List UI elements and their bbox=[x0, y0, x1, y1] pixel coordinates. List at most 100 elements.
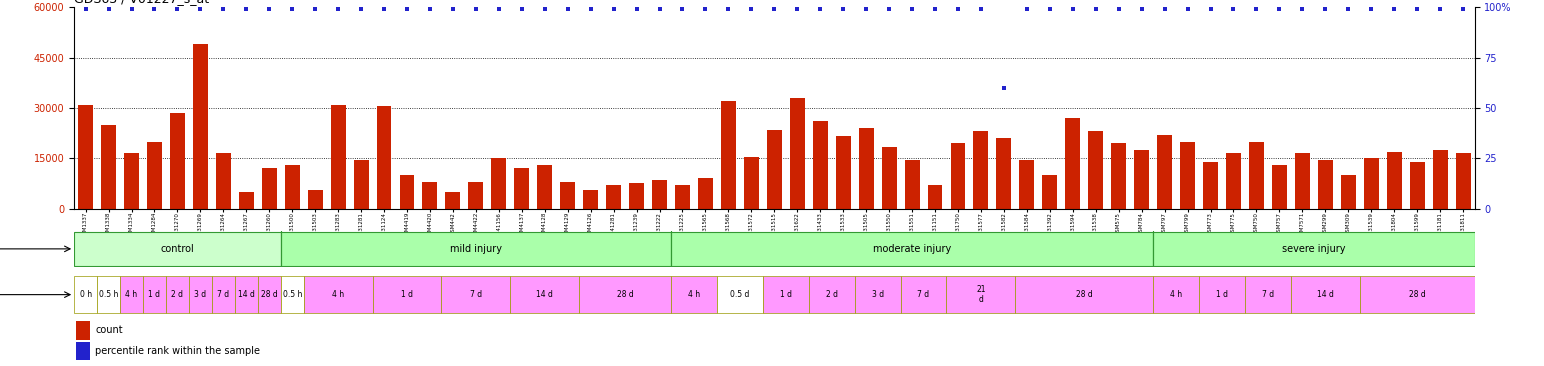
Text: GDS63 / V01227_s_at: GDS63 / V01227_s_at bbox=[74, 0, 210, 5]
Bar bbox=[491, 158, 506, 209]
Bar bbox=[1295, 153, 1309, 209]
Bar bbox=[1112, 143, 1126, 209]
Text: 3 d: 3 d bbox=[195, 290, 207, 299]
Point bbox=[486, 6, 511, 12]
Bar bbox=[900, 276, 946, 313]
Bar bbox=[235, 276, 258, 313]
Bar bbox=[446, 192, 460, 209]
Point bbox=[670, 6, 695, 12]
Text: 7 d: 7 d bbox=[469, 290, 482, 299]
Bar bbox=[307, 190, 323, 209]
Bar bbox=[882, 146, 897, 209]
Text: 0.5 h: 0.5 h bbox=[99, 290, 119, 299]
Point bbox=[119, 6, 144, 12]
Text: mild injury: mild injury bbox=[449, 244, 502, 254]
Bar bbox=[170, 113, 185, 209]
Point bbox=[303, 6, 327, 12]
Text: severe injury: severe injury bbox=[1282, 244, 1345, 254]
Bar bbox=[905, 160, 920, 209]
Bar bbox=[468, 182, 483, 209]
Bar bbox=[79, 105, 93, 209]
Point bbox=[1129, 6, 1153, 12]
Point bbox=[808, 6, 832, 12]
Bar bbox=[1340, 175, 1356, 209]
Bar bbox=[442, 276, 511, 313]
Point bbox=[831, 6, 855, 12]
Bar bbox=[1016, 276, 1153, 313]
Bar bbox=[100, 125, 116, 209]
Bar bbox=[262, 168, 276, 209]
Point bbox=[96, 6, 120, 12]
Bar bbox=[672, 232, 1153, 266]
Point bbox=[1014, 6, 1039, 12]
Point bbox=[1221, 6, 1246, 12]
Text: 28 d: 28 d bbox=[616, 290, 633, 299]
Bar bbox=[372, 276, 442, 313]
Bar bbox=[560, 182, 576, 209]
Bar bbox=[652, 180, 667, 209]
Bar bbox=[76, 342, 90, 360]
Bar bbox=[1203, 162, 1218, 209]
Point bbox=[395, 6, 420, 12]
Point bbox=[417, 6, 442, 12]
Text: 28 d: 28 d bbox=[1408, 290, 1425, 299]
Bar bbox=[165, 276, 188, 313]
Point bbox=[142, 6, 167, 12]
Point bbox=[601, 6, 625, 12]
Text: 28 d: 28 d bbox=[1076, 290, 1093, 299]
Bar bbox=[1363, 158, 1379, 209]
Text: 1 d: 1 d bbox=[780, 290, 792, 299]
Bar bbox=[1065, 118, 1081, 209]
Bar bbox=[216, 153, 230, 209]
Bar bbox=[1019, 160, 1034, 209]
Bar bbox=[791, 98, 804, 209]
Bar bbox=[1226, 153, 1241, 209]
Bar bbox=[188, 276, 212, 313]
Bar bbox=[1244, 276, 1291, 313]
Text: 28 d: 28 d bbox=[261, 290, 278, 299]
Point bbox=[1198, 6, 1223, 12]
Point bbox=[693, 6, 718, 12]
Bar bbox=[1156, 135, 1172, 209]
Point bbox=[900, 6, 925, 12]
Bar bbox=[809, 276, 855, 313]
Point bbox=[1312, 6, 1337, 12]
Bar bbox=[951, 143, 965, 209]
Bar bbox=[76, 321, 90, 340]
Bar bbox=[579, 276, 672, 313]
Bar bbox=[1291, 276, 1360, 313]
Bar bbox=[258, 276, 281, 313]
Point bbox=[854, 6, 879, 12]
Point bbox=[784, 6, 809, 12]
Bar bbox=[281, 232, 672, 266]
Bar bbox=[672, 276, 716, 313]
Bar bbox=[855, 276, 900, 313]
Text: 14 d: 14 d bbox=[1317, 290, 1334, 299]
Text: 2 d: 2 d bbox=[826, 290, 838, 299]
Bar bbox=[284, 165, 300, 209]
Bar bbox=[1180, 142, 1195, 209]
Bar bbox=[763, 276, 809, 313]
Text: percentile rank within the sample: percentile rank within the sample bbox=[96, 346, 259, 356]
Bar bbox=[1153, 276, 1200, 313]
Point bbox=[945, 6, 970, 12]
Bar bbox=[698, 179, 713, 209]
Bar bbox=[147, 142, 162, 209]
Point bbox=[877, 6, 902, 12]
Point bbox=[1289, 6, 1314, 12]
Text: 0.5 d: 0.5 d bbox=[730, 290, 749, 299]
Point bbox=[440, 6, 465, 12]
Bar bbox=[239, 192, 253, 209]
Text: 7 d: 7 d bbox=[917, 290, 929, 299]
Point bbox=[188, 6, 213, 12]
Point bbox=[740, 6, 764, 12]
Point bbox=[1244, 6, 1269, 12]
Bar bbox=[675, 185, 690, 209]
Point bbox=[1336, 6, 1360, 12]
Text: 4 h: 4 h bbox=[689, 290, 699, 299]
Point bbox=[1359, 6, 1383, 12]
Bar bbox=[281, 276, 304, 313]
Bar bbox=[212, 276, 235, 313]
Bar bbox=[744, 157, 758, 209]
Bar bbox=[946, 276, 1016, 313]
